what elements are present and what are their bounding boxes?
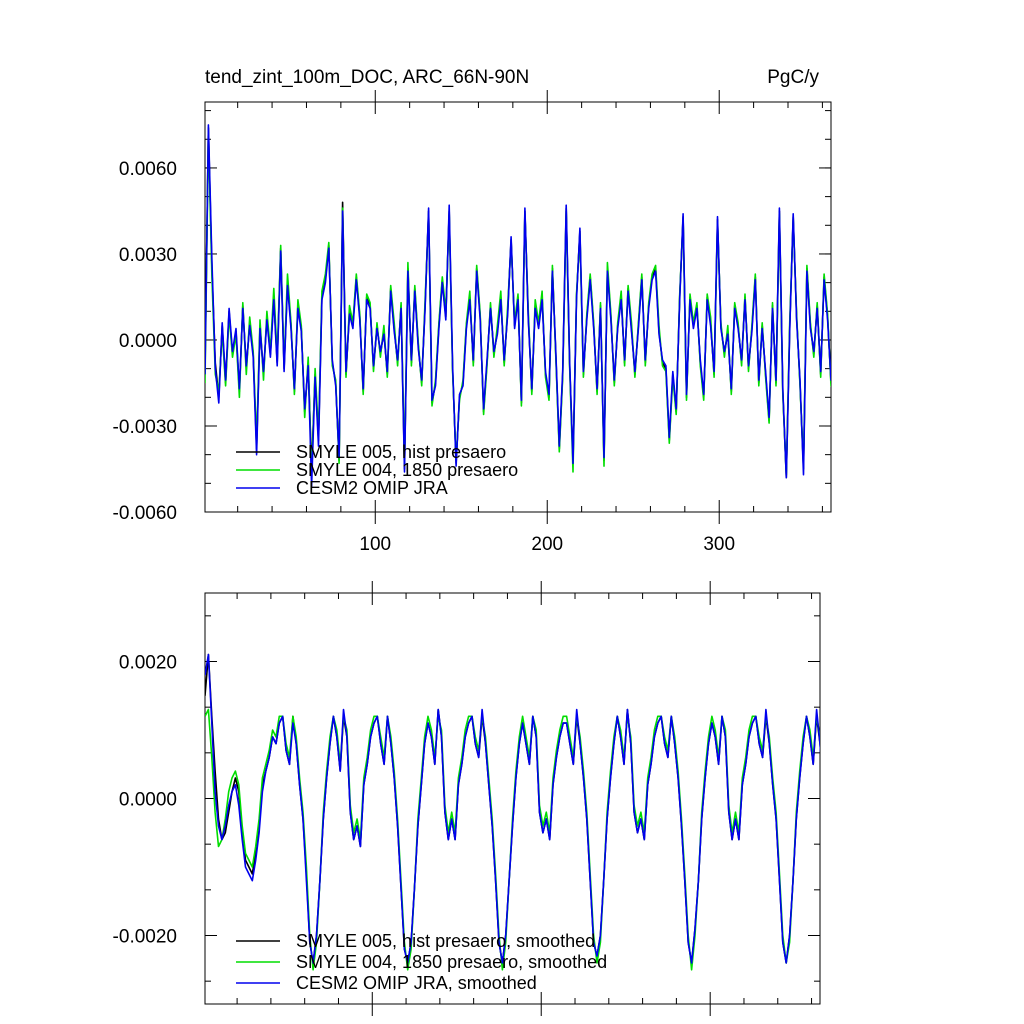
legend-label: SMYLE 004, 1850 presaero, smoothed [296, 952, 607, 972]
y-tick-label: -0.0030 [113, 417, 177, 438]
x-tick-label: 200 [531, 534, 563, 555]
legend-label: CESM2 OMIP JRA, smoothed [296, 973, 537, 993]
chart-title: tend_zint_100m_DOC, ARC_66N-90N [205, 67, 529, 88]
series-line [205, 124, 831, 488]
y-tick-label: 0.0020 [119, 653, 177, 674]
x-tick-label: 300 [703, 534, 735, 555]
legend-label: SMYLE 004, 1850 presaero [296, 460, 518, 480]
legend-label: CESM2 OMIP JRA [296, 478, 448, 498]
y-tick-label: -0.0020 [113, 927, 177, 948]
series-line [205, 127, 831, 479]
series-line [205, 132, 831, 479]
legend-label: SMYLE 005, hist presaero, smoothed [296, 931, 595, 951]
y-tick-label: 0.0030 [119, 245, 177, 266]
series-line [205, 653, 820, 964]
plot-frame [204, 101, 832, 513]
y-tick-label: 0.0000 [119, 790, 177, 811]
legend-label: SMYLE 005, hist presaero [296, 442, 506, 462]
y-tick-label: -0.0060 [113, 503, 177, 524]
y-tick-label: 0.0000 [119, 331, 177, 352]
top-panel: -0.0060 -0.0030 0.0000 0.0030 0.0060 100 200 30… [113, 90, 832, 555]
series-line [205, 653, 820, 964]
x-tick-label: 100 [359, 534, 391, 555]
y-tick-label: 0.0060 [119, 159, 177, 180]
units-label: PgC/y [767, 67, 819, 88]
bottom-panel: -0.0020 0.0000 0.0020 SMYLE 005, hist presa… [113, 581, 821, 1016]
